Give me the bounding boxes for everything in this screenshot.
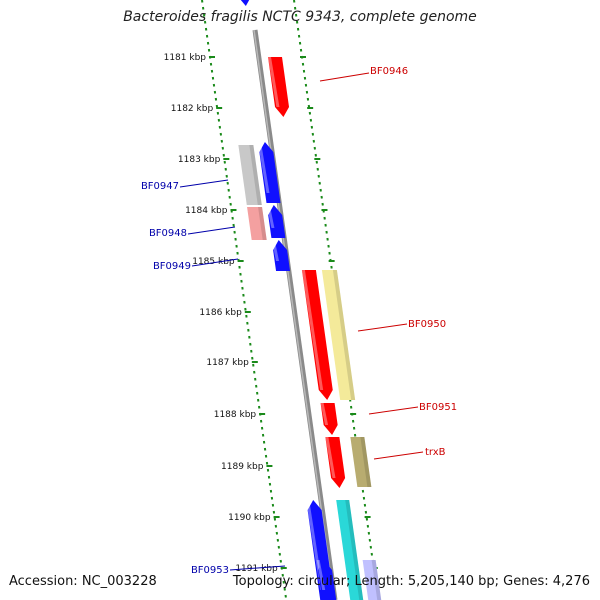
- gene-arrow-bf0953-highlight: [306, 500, 324, 590]
- gene-arrow-bf0950[interactable]: [301, 270, 333, 400]
- ruler-tick-label: 1182 kbp: [171, 104, 214, 114]
- cog-grey-box-shade: [249, 145, 262, 205]
- gene-label-bf0949-leader: [191, 258, 239, 267]
- gene-arrow-trxb-highlight: [325, 437, 336, 478]
- gene-label-bf0947-leader: [179, 179, 229, 188]
- cog-yellow-box-shade: [332, 270, 356, 400]
- gene-label-bf0953[interactable]: BF0953: [191, 565, 229, 576]
- cog-pink-box: [247, 207, 267, 240]
- gene-label-bf0948[interactable]: BF0948: [149, 228, 187, 239]
- gene-label-bf0950[interactable]: BF0950: [408, 319, 446, 330]
- gene-label-bf0946-leader: [319, 72, 370, 82]
- gene-arrow-highlight: [316, 560, 326, 590]
- cog-yellow-box: [321, 270, 356, 400]
- ruler-tick-label: 1189 kbp: [221, 462, 264, 472]
- gene-label-bf0953-leader: [229, 565, 286, 571]
- gene-label-bf0949[interactable]: BF0949: [153, 261, 191, 272]
- gene-arrow-bf0948[interactable]: [268, 205, 286, 238]
- gene-label-bf0950-leader: [357, 323, 408, 332]
- gene-arrow-trxb[interactable]: [325, 437, 346, 488]
- gene-label-bf0951[interactable]: BF0951: [419, 402, 457, 413]
- ruler-ticks: 1181 kbp 1182 kbp 1183 kbp 1184 kbp 1185 kbp…: [164, 53, 378, 574]
- gene-arrow[interactable]: [237, 0, 252, 6]
- gene-label-bf0946[interactable]: BF0946: [370, 66, 408, 77]
- ruler-tick-label: 1183 kbp: [178, 155, 221, 165]
- ruler-tick-label: 1190 kbp: [228, 513, 271, 523]
- genome-backbone: [252, 29, 338, 600]
- gene-arrow-bf0946-highlight: [268, 57, 280, 107]
- ruler-inner-dotted-line: [201, 0, 287, 598]
- genome-summary-text: Topology: circular; Length: 5,205,140 bp…: [232, 574, 590, 589]
- cog-cyan-box: [336, 500, 364, 600]
- gene-label-bf0947[interactable]: BF0947: [141, 181, 179, 192]
- gene-arrow-bf0950-highlight: [301, 270, 324, 390]
- gene-arrow-bf0948-highlight: [266, 205, 275, 228]
- gene-labels[interactable]: BF0946 BF0947 BF0948 BF0949 BF0950 BF0951 trxB…: [141, 66, 457, 576]
- gene-arrow-bf0946[interactable]: [268, 57, 290, 117]
- gene-arrow-bf0951[interactable]: [320, 403, 338, 435]
- cog-olive-box-shade: [360, 437, 372, 487]
- ruler-tick-label: 1186 kbp: [199, 308, 242, 318]
- cog-lavender-box: [362, 560, 382, 600]
- gene-arrow-bf0949-highlight: [271, 240, 280, 261]
- accession-text: Accession: NC_003228: [9, 574, 157, 589]
- cog-pink-box-shade: [258, 207, 267, 240]
- ruler-tick-label: 1188 kbp: [214, 410, 257, 420]
- ruler-tick-label: 1184 kbp: [185, 206, 228, 216]
- map-title: Bacteroides fragilis NCTC 9343, complete…: [123, 9, 477, 25]
- cog-lavender-box-shade: [371, 560, 382, 600]
- backbone-highlight: [253, 29, 335, 600]
- gene-label-trxb[interactable]: trxB: [425, 447, 446, 458]
- gene-label-bf0948-leader: [187, 226, 236, 235]
- ruler-tick-label: 1185 kbp: [192, 257, 235, 267]
- cog-cyan-box-shade: [345, 500, 364, 600]
- gene-label-bf0951-leader: [368, 406, 419, 415]
- gene-label-trxb-leader: [373, 451, 424, 460]
- annotation-boxes: [238, 145, 382, 600]
- gene-arrow[interactable]: [318, 560, 337, 600]
- gene-arrow-bf0951-highlight: [320, 403, 329, 425]
- backbone-line: [252, 29, 338, 600]
- ruler-tick-label: 1181 kbp: [164, 53, 207, 63]
- ruler-tick-label: 1187 kbp: [206, 358, 249, 368]
- gene-arrow-bf0949[interactable]: [273, 240, 291, 271]
- gene-arrow-bf0947-highlight: [257, 142, 270, 193]
- cog-olive-box: [350, 437, 372, 487]
- cog-grey-box: [238, 145, 262, 205]
- gene-arrows[interactable]: [237, 0, 346, 600]
- ruler-tick-label: 1191 kbp: [235, 564, 278, 574]
- gene-arrow-bf0947[interactable]: [259, 142, 281, 203]
